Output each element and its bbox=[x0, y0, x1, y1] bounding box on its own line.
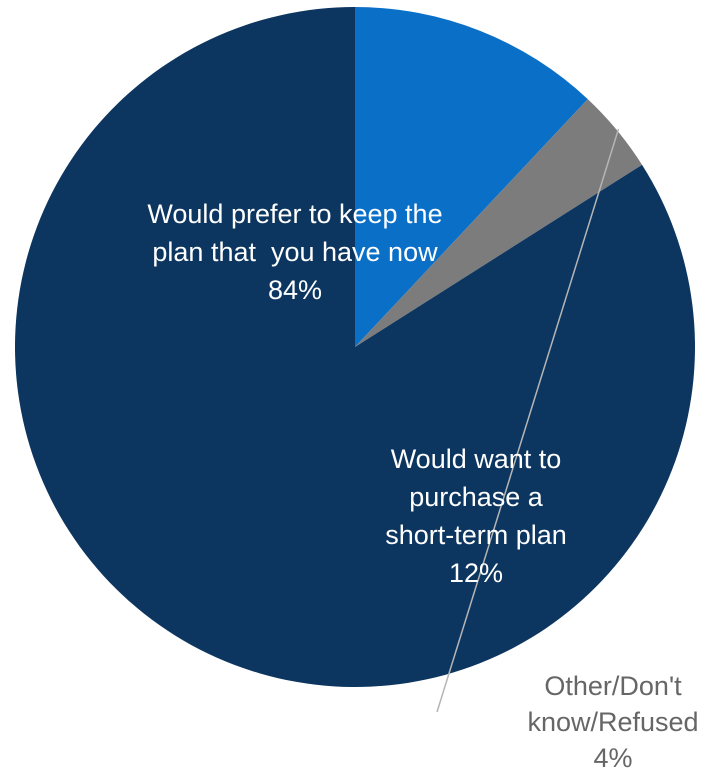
pie-slice-keep-current-plan bbox=[14, 7, 695, 687]
pie-slice-other-dont-know bbox=[355, 99, 643, 348]
data-label-other-dont-know: know/Refused bbox=[527, 707, 698, 737]
data-label-value-keep-current-plan: 84% bbox=[268, 275, 322, 305]
slice-labels: Would want to purchase a short-term plan 12… bbox=[147, 199, 698, 772]
pie-slice-short-term-plan bbox=[355, 7, 588, 347]
data-label-short-term-plan: Would want to bbox=[391, 444, 562, 474]
leader-lines bbox=[436, 128, 620, 713]
data-label-keep-current-plan: Would prefer to keep the bbox=[147, 199, 442, 229]
leader-line-other-dont-know bbox=[436, 128, 620, 713]
data-label-keep-current-plan: plan that you have now bbox=[152, 237, 438, 267]
data-label-value-other-dont-know: 4% bbox=[593, 743, 632, 772]
data-label-value-short-term-plan: 12% bbox=[449, 558, 503, 588]
data-label-short-term-plan: purchase a bbox=[409, 482, 544, 512]
data-label-other-dont-know: Other/Don't bbox=[544, 671, 682, 701]
data-label-short-term-plan: short-term plan bbox=[385, 520, 567, 550]
pie-slices bbox=[14, 7, 695, 687]
